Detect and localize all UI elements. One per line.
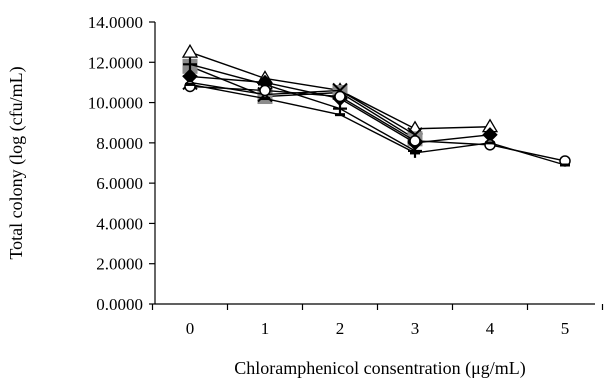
x-tick-label: 4 [486, 319, 495, 338]
y-tick-label: 10.0000 [88, 94, 143, 113]
x-tick-label: 3 [411, 319, 420, 338]
data-point-circle-marker [259, 84, 271, 97]
data-point-circle-marker [409, 135, 421, 147]
y-tick-label: 6.0000 [96, 174, 143, 193]
y-tick-label: 8.0000 [96, 134, 143, 153]
series-line [189, 65, 416, 140]
y-tick-label: 14.0000 [88, 13, 143, 32]
y-tick-label: 4.0000 [96, 214, 143, 233]
data-point-circle-marker [334, 90, 346, 103]
y-axis-title: Total colony (log (cfu/mL) [6, 66, 27, 259]
x-tick-label: 0 [186, 319, 195, 338]
series-line [189, 83, 566, 166]
series-plus [183, 57, 422, 158]
y-tick-label: 2.0000 [96, 255, 143, 274]
x-axis-ticks: 0 1 2 3 4 5 [151, 304, 604, 338]
series-line [189, 63, 416, 152]
y-tick-label: 12.0000 [88, 53, 143, 72]
x-axis-title: Chloramphenicol consentration (μg/mL) [234, 358, 526, 379]
series-line [189, 85, 566, 162]
series-x [182, 74, 423, 143]
series-dash [185, 82, 570, 167]
y-axis-ticks: 0.0000 2.0000 4.0000 6.0000 8.0000 10.0000 12.… [88, 13, 155, 314]
data-point-triangle-marker [181, 43, 199, 58]
x-tick-label: 1 [261, 319, 270, 338]
series-layer [181, 43, 571, 167]
x-tick-label: 5 [561, 319, 570, 338]
y-tick-label: 0.0000 [96, 295, 143, 314]
x-tick-label: 2 [336, 319, 345, 338]
